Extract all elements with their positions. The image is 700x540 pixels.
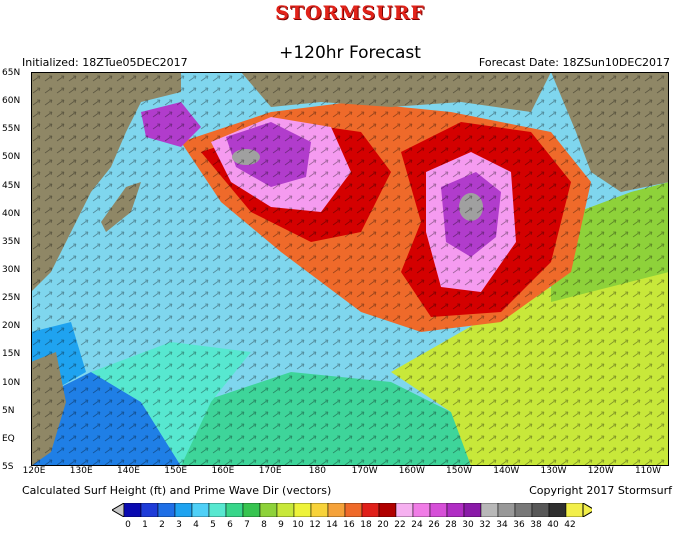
legend-label: 8 <box>261 520 267 530</box>
legend-swatch <box>395 503 414 517</box>
legend-swatch <box>514 503 533 517</box>
legend-swatch <box>225 503 244 517</box>
longitude-label: 140E <box>117 466 140 476</box>
legend-label: 30 <box>462 520 474 530</box>
longitude-label: 110W <box>634 466 662 476</box>
legend-label: 4 <box>193 520 199 530</box>
legend-label: 42 <box>564 520 576 530</box>
latitude-label: 15N <box>2 349 21 360</box>
legend-label: 36 <box>513 520 525 530</box>
legend-swatch <box>446 503 465 517</box>
legend-label: 34 <box>496 520 508 530</box>
latitude-label: 5S <box>2 462 14 472</box>
legend-label: 12 <box>309 520 321 530</box>
legend-label: 18 <box>360 520 372 530</box>
legend-label: 10 <box>292 520 304 530</box>
latitude-label: 45N <box>2 180 21 191</box>
legend-label: 22 <box>394 520 406 530</box>
latitude-label: 10N <box>2 377 21 388</box>
initialized-label: Initialized: 18ZTue05DEC2017 <box>22 56 188 69</box>
latitude-label: 5N <box>2 405 15 416</box>
longitude-label: 170W <box>351 466 378 476</box>
legend-swatch <box>157 503 176 517</box>
legend-label: 14 <box>326 520 338 530</box>
legend-label: 28 <box>445 520 457 530</box>
longitude-label: 150W <box>446 466 473 476</box>
latitude-label: 35N <box>2 236 21 247</box>
legend-swatch <box>174 503 193 517</box>
legend-swatch <box>378 503 397 517</box>
legend-swatch <box>344 503 363 517</box>
legend-swatch <box>327 503 346 517</box>
legend-label: 9 <box>278 520 284 530</box>
legend-arrow-high <box>582 503 592 517</box>
latitude-label: 40N <box>2 208 21 219</box>
latitude-label: 65N <box>2 68 21 78</box>
legend-swatch <box>429 503 448 517</box>
longitude-label: 150E <box>164 466 188 476</box>
legend-label: 7 <box>244 520 250 530</box>
latitude-label: 20N <box>2 321 21 332</box>
color-legend <box>112 503 592 517</box>
latitude-label: 30N <box>2 265 21 275</box>
legend-arrow-low <box>112 503 125 517</box>
map-caption: Calculated Surf Height (ft) and Prime Wa… <box>22 484 332 497</box>
longitude-label: 120E <box>22 466 46 476</box>
legend-swatch <box>208 503 227 517</box>
legend-label: 5 <box>210 520 216 530</box>
longitude-label: 120W <box>587 466 614 476</box>
legend-swatch <box>463 503 482 517</box>
legend-swatch <box>191 503 210 517</box>
forecast-title: +120hr Forecast <box>279 43 421 63</box>
longitude-label: 130W <box>540 466 567 476</box>
latitude-label: 55N <box>2 124 21 135</box>
legend-label: 3 <box>176 520 182 530</box>
latitude-label: 50N <box>2 152 21 163</box>
legend-label: 6 <box>227 520 233 530</box>
legend-swatch <box>259 503 278 517</box>
copyright-label: Copyright 2017 Stormsurf <box>529 484 672 497</box>
legend-swatch <box>548 503 567 517</box>
legend-swatch <box>565 503 584 517</box>
surf-height-map <box>31 72 669 466</box>
longitude-label: 140W <box>493 466 520 476</box>
latitude-label: 25N <box>2 293 21 304</box>
legend-swatch <box>242 503 261 517</box>
brand-logo: STORMSURF <box>275 2 425 24</box>
legend-swatch <box>310 503 329 517</box>
legend-label: 0 <box>125 520 131 530</box>
legend-swatch <box>412 503 431 517</box>
legend-swatch <box>276 503 295 517</box>
legend-swatch <box>497 503 516 517</box>
longitude-label: 180 <box>308 466 326 476</box>
legend-label: 24 <box>411 520 423 530</box>
map-border <box>31 72 669 466</box>
legend-swatch <box>361 503 380 517</box>
legend-label: 1 <box>142 520 148 530</box>
legend-swatch <box>480 503 499 517</box>
longitude-label: 130E <box>69 466 93 476</box>
legend-swatch <box>123 503 142 517</box>
legend-swatch <box>140 503 159 517</box>
longitude-label: 160E <box>211 466 235 476</box>
latitude-label: 60N <box>2 96 21 107</box>
legend-label: 38 <box>530 520 542 530</box>
legend-label: 20 <box>377 520 389 530</box>
legend-label: 16 <box>343 520 355 530</box>
legend-label: 32 <box>479 520 491 530</box>
longitude-label: 160W <box>398 466 425 476</box>
legend-label: 2 <box>159 520 165 530</box>
legend-swatch <box>293 503 312 517</box>
wave-direction-vectors <box>31 72 669 466</box>
latitude-label: EQ <box>2 433 15 444</box>
legend-label: 40 <box>547 520 559 530</box>
forecast-date-label: Forecast Date: 18ZSun10DEC2017 <box>478 56 670 69</box>
legend-label: 26 <box>428 520 440 530</box>
legend-swatch <box>531 503 550 517</box>
longitude-label: 170E <box>258 466 282 476</box>
